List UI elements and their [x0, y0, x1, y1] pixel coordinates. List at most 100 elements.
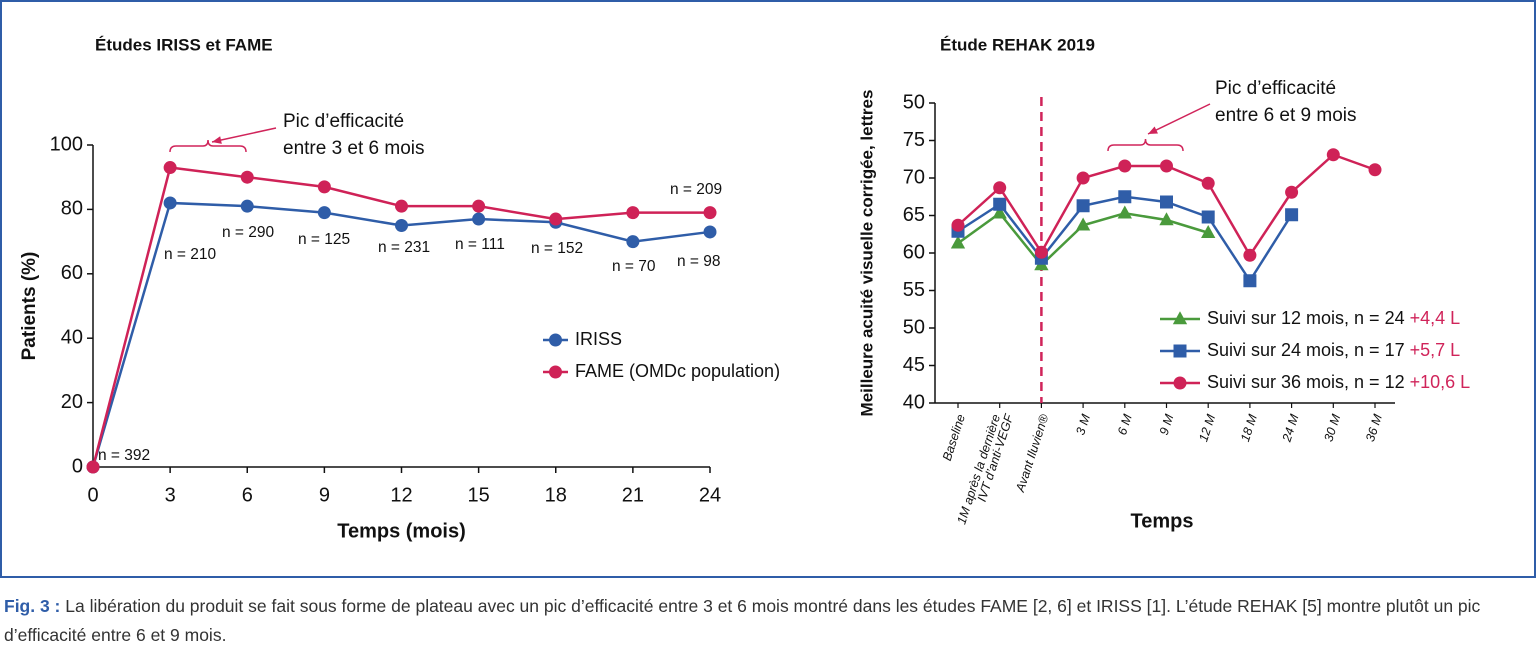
marker	[1160, 195, 1173, 209]
y-axis-label: Meilleure acuité visuelle corrigée, lett…	[857, 90, 876, 417]
legend-gain: +10,6 L	[1410, 372, 1471, 392]
legend-label: Suivi sur 24 mois, n = 17 +5,7 L	[1207, 340, 1460, 360]
sample-size-label: n = 210	[164, 246, 217, 263]
marker	[626, 206, 640, 220]
legend-marker	[1172, 311, 1188, 325]
sample-size-label: n = 231	[378, 239, 430, 256]
caption: Fig. 3 : La libération du produit se fai…	[4, 592, 1528, 650]
legend-label: Suivi sur 12 mois, n = 24 +4,4 L	[1207, 308, 1460, 328]
marker	[240, 199, 254, 213]
sample-size-label: n = 125	[298, 231, 350, 248]
x-tick-label: 9 M	[1157, 412, 1177, 437]
legend-marker	[1173, 376, 1187, 390]
x-axis-label: Temps (mois)	[337, 520, 466, 542]
marker	[1243, 248, 1257, 262]
marker	[1159, 212, 1174, 226]
x-tick-label: 9	[319, 484, 330, 506]
marker	[1201, 210, 1215, 224]
caption-label: Fig. 3 :	[4, 596, 61, 616]
y-tick-label: 45	[903, 354, 925, 376]
marker	[472, 212, 486, 226]
marker	[395, 199, 408, 213]
chart-title: Étude REHAK 2019	[940, 35, 1095, 54]
legend-label: Suivi sur 36 mois, n = 12 +10,6 L	[1207, 372, 1470, 392]
sample-size-label: n = 111	[455, 236, 505, 253]
marker	[1285, 185, 1299, 199]
frame	[0, 0, 1536, 578]
marker	[1201, 224, 1216, 238]
marker	[163, 196, 177, 210]
marker	[1243, 274, 1257, 288]
y-tick-label: 40	[903, 391, 925, 413]
x-tick-label: 12 M	[1196, 412, 1218, 443]
sample-size-label: n = 209	[670, 181, 722, 198]
x-tick-label: 21	[622, 484, 644, 506]
x-tick-label: 15	[468, 484, 490, 506]
annotation: entre 3 et 6 mois	[283, 138, 425, 159]
sample-size-label: n = 392	[98, 447, 150, 464]
marker	[1118, 190, 1132, 204]
legend-name: Suivi sur 24 mois, n = 17	[1207, 340, 1405, 360]
x-tick-label: 12	[390, 484, 412, 506]
marker	[1117, 205, 1132, 219]
x-tick-label: 6	[242, 484, 253, 506]
y-tick-label: 50	[903, 316, 925, 338]
marker	[703, 206, 717, 220]
legend-gain: +5,7 L	[1410, 340, 1461, 360]
y-tick-label: 0	[72, 455, 83, 477]
annotation-brace	[169, 139, 247, 153]
marker	[1368, 163, 1382, 177]
y-tick-label: 60	[61, 262, 83, 284]
marker	[703, 225, 717, 239]
sample-size-label: n = 70	[612, 258, 656, 275]
y-axis-label: Patients (%)	[19, 252, 40, 361]
annotation-arrowhead	[212, 136, 222, 144]
x-tick-label: 24	[699, 484, 721, 506]
marker	[240, 170, 254, 184]
marker	[86, 460, 100, 474]
annotation: Pic d’efficacité	[1215, 78, 1336, 99]
y-tick-label: 100	[50, 133, 83, 155]
legend-name: Suivi sur 36 mois, n = 12	[1207, 372, 1405, 392]
marker	[951, 218, 965, 232]
chart-title: Études IRISS et FAME	[95, 35, 273, 54]
y-tick-label: 40	[61, 326, 83, 348]
marker	[472, 199, 486, 213]
figure: Études IRISS et FAME Patients (%) Temps (m…	[0, 0, 1536, 578]
x-tick-label: 36 M	[1363, 412, 1385, 443]
x-tick-label: 6 M	[1115, 412, 1135, 437]
x-tick-label: 30 M	[1321, 412, 1343, 443]
x-tick-label: 24 M	[1279, 412, 1301, 444]
caption-text: La libération du produit se fait sous fo…	[4, 596, 1481, 645]
legend-marker	[549, 333, 562, 347]
marker	[1201, 176, 1215, 190]
y-tick-label: 70	[903, 166, 925, 188]
marker	[1076, 171, 1090, 185]
annotation-arrow	[1147, 103, 1211, 135]
y-tick-label: 55	[903, 279, 925, 301]
marker	[1075, 217, 1091, 231]
annotation: Pic d’efficacité	[283, 111, 404, 132]
marker	[993, 181, 1007, 195]
legend-gain: +4,4 L	[1410, 308, 1461, 328]
marker	[1160, 159, 1173, 173]
y-tick-label: 65	[903, 204, 925, 226]
annotation: entre 6 et 9 mois	[1215, 105, 1357, 126]
marker	[993, 197, 1007, 211]
x-tick-label: 18 M	[1238, 412, 1260, 443]
legend-label: FAME (OMDc population)	[575, 361, 780, 381]
legend-marker	[1173, 344, 1187, 358]
legend-name: Suivi sur 12 mois, n = 24	[1207, 308, 1405, 328]
legend-label: IRISS	[575, 329, 622, 349]
marker	[626, 235, 640, 249]
marker	[1285, 208, 1299, 222]
marker	[950, 235, 966, 249]
annotation-arrowhead	[1148, 126, 1158, 134]
sample-size-label: n = 290	[222, 224, 275, 241]
legend-name: IRISS	[575, 329, 622, 349]
x-axis-label: Temps	[1131, 510, 1194, 532]
y-tick-label: 75	[903, 129, 925, 151]
x-tick-label: Avant Iluvien®	[1013, 412, 1052, 495]
y-tick-label: 20	[61, 391, 83, 413]
